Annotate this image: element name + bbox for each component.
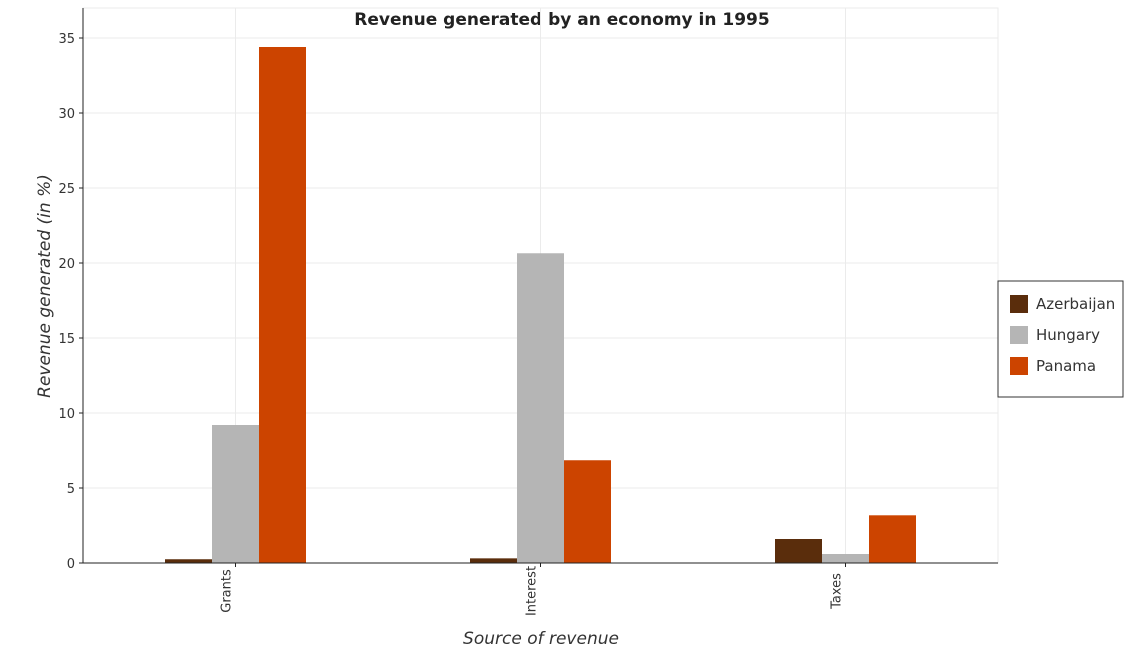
x-axis-title: Source of revenue bbox=[463, 629, 619, 649]
y-tick-label: 15 bbox=[58, 332, 75, 347]
bar-panama-interest bbox=[564, 460, 611, 563]
bar-hungary-interest bbox=[517, 253, 564, 563]
legend-swatch-panama bbox=[1010, 357, 1028, 375]
legend-swatch-hungary bbox=[1010, 326, 1028, 344]
bar-panama-taxes bbox=[869, 515, 916, 563]
x-tick-label: Taxes bbox=[830, 573, 845, 610]
legend-label-azerbaijan: Azerbaijan bbox=[1036, 295, 1115, 313]
bar-azerbaijan-grants bbox=[165, 559, 212, 563]
legend-swatch-azerbaijan bbox=[1010, 295, 1028, 313]
y-tick-label: 20 bbox=[58, 257, 75, 272]
x-tick-label: Interest bbox=[525, 566, 540, 616]
y-tick-label: 35 bbox=[58, 32, 75, 47]
bar-azerbaijan-taxes bbox=[775, 539, 822, 563]
bars bbox=[165, 47, 916, 563]
bar-azerbaijan-interest bbox=[470, 558, 517, 563]
bar-panama-grants bbox=[259, 47, 306, 563]
bar-hungary-taxes bbox=[822, 554, 869, 563]
axes: 0 5 10 15 20 25 30 35 Grants Interest Taxes bbox=[58, 8, 998, 616]
chart-title: Revenue generated by an economy in 1995 bbox=[354, 10, 769, 30]
y-tick-label: 5 bbox=[67, 482, 75, 497]
y-tick-label: 0 bbox=[67, 557, 75, 572]
y-tick-label: 10 bbox=[58, 407, 75, 422]
legend-label-panama: Panama bbox=[1036, 357, 1096, 375]
x-tick-label: Grants bbox=[220, 569, 235, 613]
legend: Azerbaijan Hungary Panama bbox=[997, 280, 1124, 398]
y-axis-title: Revenue generated (in %) bbox=[35, 174, 55, 398]
y-tick-label: 25 bbox=[58, 182, 75, 197]
y-tick-label: 30 bbox=[58, 107, 75, 122]
bar-hungary-grants bbox=[212, 425, 259, 563]
legend-label-hungary: Hungary bbox=[1036, 326, 1100, 344]
